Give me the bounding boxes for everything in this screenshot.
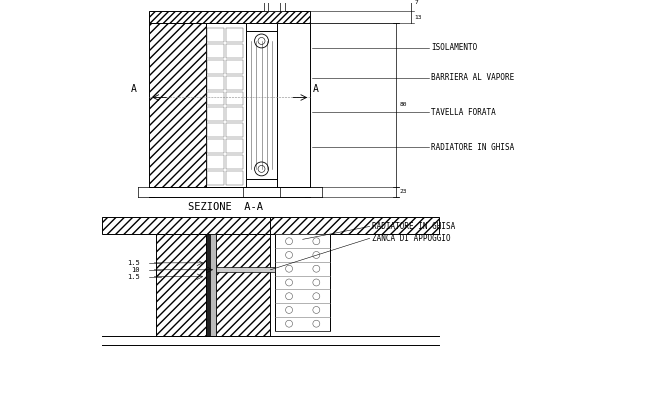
Bar — [150, 23, 206, 187]
Text: 13: 13 — [414, 15, 422, 20]
Bar — [226, 171, 242, 185]
Bar — [207, 155, 224, 169]
Text: 80: 80 — [399, 102, 407, 108]
Text: TAVELLA FORATA: TAVELLA FORATA — [431, 108, 496, 117]
Text: 1.5: 1.5 — [127, 260, 140, 266]
Bar — [226, 108, 242, 121]
Bar — [226, 28, 242, 42]
Bar — [207, 28, 224, 42]
Text: ZANCA DI APPOGGIO: ZANCA DI APPOGGIO — [372, 234, 450, 243]
Text: RADIATORE IN GHISA: RADIATORE IN GHISA — [431, 142, 514, 152]
Text: 1.5: 1.5 — [127, 274, 140, 280]
Bar — [207, 92, 224, 106]
Bar — [226, 155, 242, 169]
Text: 7: 7 — [414, 0, 418, 5]
Bar — [226, 92, 242, 106]
Bar — [150, 11, 310, 23]
Bar — [207, 108, 224, 121]
Text: A: A — [131, 84, 136, 94]
Bar — [263, 0, 285, 11]
Bar — [270, 216, 439, 234]
Bar — [206, 23, 246, 187]
Bar — [246, 31, 278, 179]
Bar — [276, 234, 330, 330]
Text: BARRIERA AL VAPORE: BARRIERA AL VAPORE — [431, 73, 514, 82]
Bar — [226, 139, 242, 153]
Bar — [207, 60, 224, 74]
Bar — [207, 44, 224, 58]
Text: RADIATORE IN GHISA: RADIATORE IN GHISA — [372, 222, 455, 231]
Bar — [278, 23, 310, 187]
Bar — [226, 60, 242, 74]
Bar — [207, 171, 224, 185]
Bar — [207, 76, 224, 90]
Text: 10: 10 — [131, 267, 140, 273]
Bar — [226, 123, 242, 137]
Bar — [102, 216, 270, 234]
Bar — [207, 123, 224, 137]
Bar — [210, 234, 216, 336]
Bar — [216, 234, 270, 336]
Bar — [226, 76, 242, 90]
Bar — [206, 234, 210, 336]
Bar — [216, 267, 276, 272]
Text: ISOLAMENTO: ISOLAMENTO — [431, 44, 477, 52]
Bar — [157, 234, 206, 336]
Text: SEZIONE  A-A: SEZIONE A-A — [188, 202, 263, 212]
Text: A: A — [313, 84, 319, 94]
Bar — [207, 139, 224, 153]
Text: 23: 23 — [399, 189, 407, 194]
Bar — [226, 44, 242, 58]
